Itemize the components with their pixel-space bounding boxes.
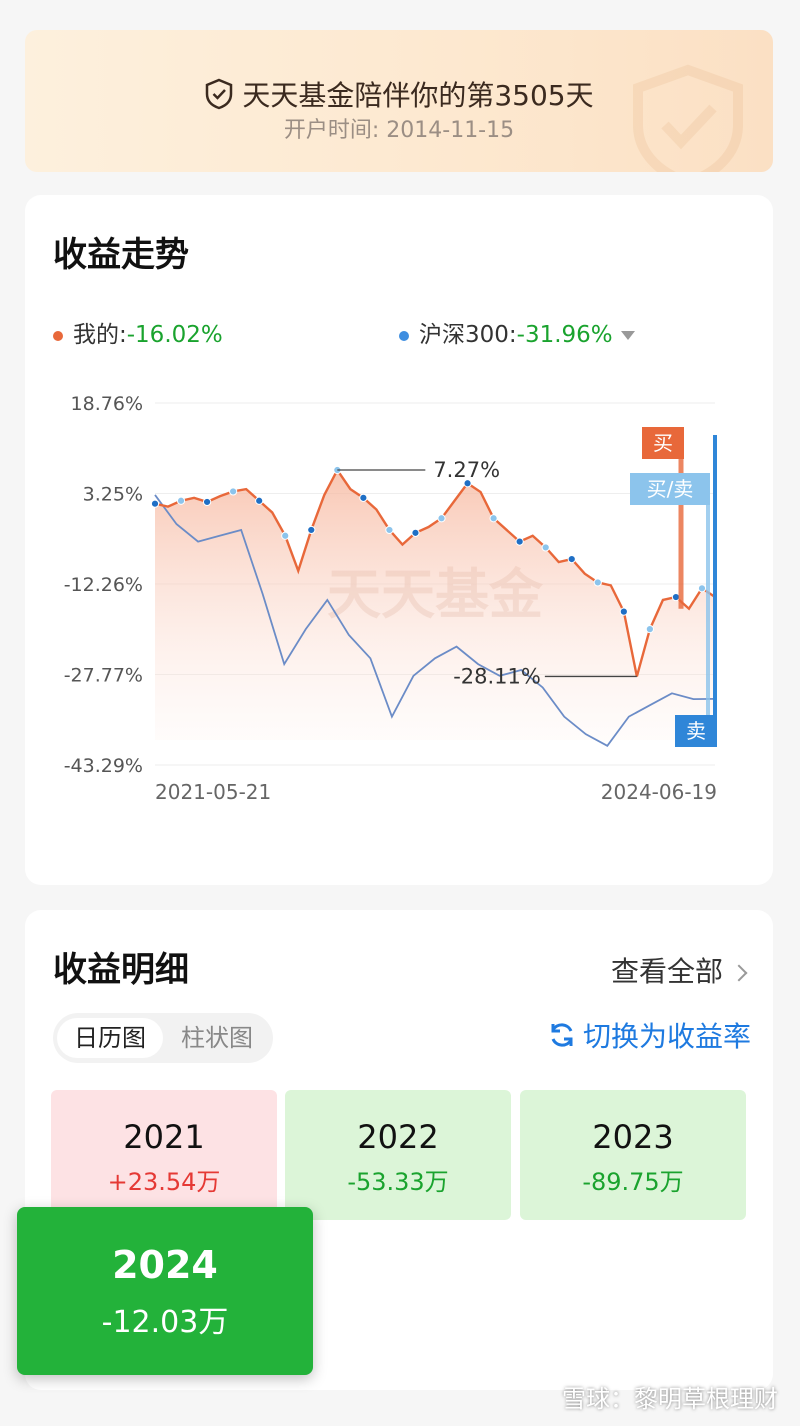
year-profit: -89.75万 [582, 1168, 684, 1196]
trade-dot [437, 514, 446, 523]
y-tick-label: 3.25% [83, 483, 143, 505]
trade-dot [671, 592, 681, 602]
banner-title: 天天基金陪伴你的第3505天 [25, 74, 773, 117]
trend-chart[interactable]: 18.76%3.25%-12.26%-27.77%-43.29%天天基金7.27… [25, 385, 773, 815]
trade-dot [385, 525, 394, 535]
sell-marker-label: 卖 [686, 719, 706, 743]
trade-dot [307, 525, 316, 535]
legend-mine-label: 我的: [73, 322, 127, 348]
year-label: 2024 [112, 1243, 218, 1287]
trade-dot [645, 625, 654, 634]
trade-dot [697, 584, 707, 593]
series-line-hs300 [154, 494, 716, 747]
detail-title: 收益明细 [53, 950, 189, 990]
trend-title: 收益走势 [53, 235, 189, 275]
trade-dot [176, 496, 186, 505]
legend-index-selector[interactable]: 沪深300:-31.96% [399, 315, 635, 349]
y-tick-label: -12.26% [64, 574, 143, 596]
trade-dot [150, 499, 160, 508]
trade-dot [463, 479, 472, 488]
switch-label: 切换为收益率 [582, 1020, 751, 1053]
y-tick-label: -27.77% [64, 664, 143, 686]
shield-check-icon [204, 78, 234, 117]
year-cell-2023[interactable]: 2023 -89.75万 [520, 1090, 746, 1220]
year-profit: -53.33万 [347, 1168, 449, 1196]
x-tick-label: 2024-06-19 [601, 780, 717, 804]
trade-dot [515, 537, 524, 546]
buy-sell-marker-label: 买/卖 [647, 477, 694, 501]
view-all-link[interactable]: 查看全部 [610, 950, 748, 990]
tab-calendar[interactable]: 日历图 [57, 1018, 163, 1058]
y-tick-label: 18.76% [71, 393, 143, 415]
year-label: 2021 [123, 1118, 205, 1156]
view-toggle: 日历图 柱状图 [53, 1013, 273, 1063]
trade-dot [593, 578, 602, 587]
year-label: 2022 [357, 1118, 439, 1156]
trade-dot [541, 543, 550, 552]
year-cell-2022[interactable]: 2022 -53.33万 [285, 1090, 511, 1220]
trend-card: 收益走势 我的:-16.02% 沪深300:-31.96% 18.76% 3.25… [25, 195, 773, 885]
xueqiu-watermark: 雪球：黎明草根理财 [562, 1385, 778, 1413]
view-all-label: 查看全部 [610, 955, 723, 988]
year-cell-2024-selected[interactable]: 2024 -12.03万 [17, 1207, 313, 1375]
switch-to-rate-button[interactable]: 切换为收益率 [547, 1015, 751, 1057]
shield-watermark-icon [623, 60, 753, 172]
legend-mine-dot [53, 330, 63, 341]
year-profit: +23.54万 [107, 1168, 221, 1196]
my-return-area [155, 470, 715, 740]
banner-title-text: 天天基金陪伴你的第3505天 [242, 79, 594, 112]
buy-sell-marker-box [630, 473, 710, 505]
tab-bar-chart[interactable]: 柱状图 [181, 1024, 253, 1052]
series-line-mine [154, 467, 716, 677]
trade-dot [255, 496, 264, 505]
year-label: 2023 [592, 1118, 674, 1156]
y-tick-label: -43.29% [64, 755, 143, 777]
x-tick-label: 2021-05-21 [155, 780, 271, 804]
legend-index-dot [399, 330, 409, 341]
refresh-cycle-icon [547, 1020, 577, 1057]
trade-dot [229, 487, 238, 496]
trade-dot [281, 531, 290, 540]
trade-dot [411, 528, 420, 537]
legend-index-label: 沪深300: [419, 322, 517, 348]
open-date: 开户时间: 2014-11-15 [283, 118, 515, 143]
trade-dot [202, 497, 212, 507]
account-banner: 天天基金陪伴你的第3505天 开户时间: 2014-11-15 [25, 30, 773, 172]
trade-dot [619, 607, 628, 616]
legend-mine-value: -16.02% [126, 322, 223, 348]
year-cell-2021[interactable]: 2021 +23.54万 [51, 1090, 277, 1220]
chevron-right-icon [730, 964, 748, 982]
max-annotation: 7.27% [433, 458, 500, 482]
trade-dot [567, 555, 576, 564]
dropdown-triangle-icon [620, 331, 635, 340]
year-profit: -12.03万 [101, 1305, 229, 1340]
trade-dot [359, 493, 368, 502]
buy-marker-box [642, 427, 684, 459]
legend-index-value: -31.96% [516, 322, 613, 348]
buy-marker-label: 买 [653, 431, 673, 455]
min-annotation: -28.11% [453, 664, 541, 688]
sell-marker-box [675, 715, 717, 747]
legend-mine: 我的:-16.02% [53, 315, 223, 349]
trade-dot [489, 514, 498, 523]
